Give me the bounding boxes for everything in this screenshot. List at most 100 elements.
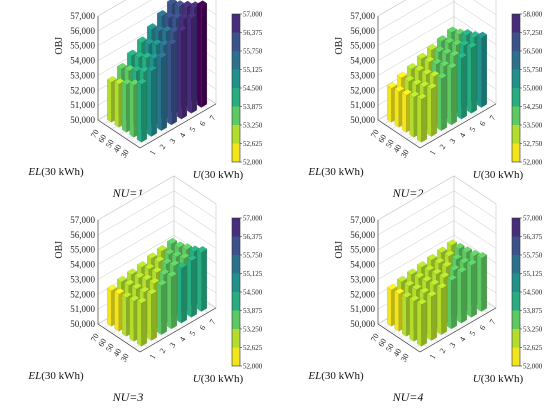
u-tick-label: 4	[178, 131, 188, 139]
z-tick-label: 54,000	[350, 56, 375, 66]
el-tick-label: 70	[369, 332, 381, 343]
z-gridline	[377, 175, 497, 221]
bar-face-top	[134, 271, 145, 279]
u-tick-label: 3	[448, 137, 458, 145]
bar-face-top	[461, 28, 473, 36]
colorbar-tick-label: 55,000	[523, 85, 543, 93]
colorbar-segment	[512, 88, 520, 107]
z-tick-label: 57,000	[70, 11, 95, 21]
bar-face-left	[166, 41, 172, 126]
bar-face-top	[404, 75, 415, 82]
colorbar-tick-label: 53,250	[243, 122, 263, 130]
bar-el30-u3	[436, 282, 448, 336]
bar-face-left	[394, 291, 399, 332]
bar-face-top	[401, 291, 413, 298]
colorbar-tick-label: 53,875	[243, 307, 263, 315]
colorbar-segment	[232, 32, 240, 51]
colorbar-segment	[232, 88, 240, 107]
bar-face-left	[456, 55, 462, 120]
bar-face-top	[426, 253, 438, 261]
colorbar-tick-label: 52,000	[523, 159, 543, 167]
colorbar-tick-label: 52,000	[523, 363, 543, 371]
bar-face-top	[394, 288, 405, 295]
colorbar-tick-label: 52,625	[243, 140, 263, 148]
colorbar-segment	[232, 69, 240, 88]
u-tick-label: 6	[198, 324, 208, 332]
bar-face-left	[436, 75, 442, 132]
el-tick-label: 70	[89, 332, 101, 343]
el-tick-label: 50	[384, 342, 396, 353]
colorbar-segment	[512, 143, 520, 162]
bar-face-right	[421, 95, 428, 143]
bar-face-top	[466, 259, 478, 266]
bar-face-top	[411, 283, 423, 290]
z-axis-title: OBJ	[54, 37, 65, 55]
bar-face-left	[409, 94, 414, 138]
u-axis-line	[419, 103, 497, 149]
bar-el30-u2	[426, 82, 438, 137]
u-tick-label: 2	[158, 143, 168, 151]
colorbar-segment	[512, 273, 520, 292]
z-tick-label: 51,000	[350, 100, 375, 110]
u-axis-title: U(30 kWh)	[193, 373, 244, 385]
bar-el30-u3	[156, 279, 168, 336]
panel-label: NU=2	[392, 186, 424, 200]
bar-face-top	[136, 78, 148, 85]
colorbar-segment	[232, 310, 240, 329]
bar-face-top	[416, 261, 428, 268]
bar-face-right	[151, 67, 158, 137]
chart-panel-4: 50,000 51,000 52,000 53,000 54,000 55,000 56,0…	[307, 175, 543, 404]
el-axis-line	[97, 323, 141, 353]
bar-face-left	[401, 294, 407, 337]
chart-panel-2: 50,000 51,000 52,000 53,000 54,000 55,000 56,0…	[307, 0, 543, 200]
z-tick-label: 56,000	[70, 230, 95, 240]
bar-face-top	[461, 246, 473, 253]
bar-face-left	[136, 81, 142, 143]
u-tick-label: 6	[198, 120, 208, 128]
bar-face-left	[196, 3, 202, 108]
bar-face-top	[146, 65, 158, 72]
bar-face-left	[166, 273, 172, 330]
bar-el30-u5	[456, 266, 468, 324]
u-tick-label: 5	[188, 329, 198, 337]
el-axis-title-symbol: EL	[27, 370, 41, 382]
bar-face-top	[126, 268, 138, 275]
u-axis-title-symbol: U	[193, 169, 202, 181]
bar-face-right	[461, 269, 468, 324]
colorbar-segment	[232, 329, 240, 348]
u-axis-title-unit: (30 kWh)	[201, 373, 244, 385]
colorbar-segment	[512, 347, 520, 366]
u-tick-label: 3	[448, 341, 458, 349]
z-tick-label: 56,000	[70, 26, 95, 36]
bar-face-top	[411, 78, 423, 86]
bar-el30-u1	[136, 78, 148, 143]
colorbar-segment	[512, 255, 520, 274]
bar-face-top	[406, 268, 418, 275]
z-gridline	[97, 0, 216, 17]
bar-el30-u7	[196, 0, 208, 108]
u-axis-title-unit: (30 kWh)	[481, 373, 524, 385]
bar-face-top	[124, 279, 135, 286]
u-tick-label: 1	[148, 149, 158, 157]
colorbar-segment	[232, 51, 240, 70]
bar-face-top	[106, 76, 118, 83]
bar-face-top	[456, 52, 468, 59]
el-axis-line	[377, 119, 421, 149]
colorbar-tick-label: 57,000	[523, 215, 543, 223]
bar-el30-u6	[186, 254, 198, 318]
bar-face-top	[439, 60, 450, 67]
el-axis-title-unit: (30 kWh)	[321, 370, 364, 382]
bar-face-top	[449, 50, 460, 57]
u-tick-label: 2	[438, 347, 448, 355]
u-tick-label: 1	[428, 149, 438, 157]
bar-face-left	[446, 65, 452, 126]
bar-face-top	[116, 62, 128, 70]
bar-face-top	[394, 85, 405, 92]
z-tick-label: 50,000	[70, 319, 95, 329]
bar-face-left	[456, 269, 462, 324]
bar-face-right	[461, 54, 468, 120]
z-gridline	[377, 0, 496, 17]
chart-panel-3: 50,000 51,000 52,000 53,000 54,000 55,000 56,0…	[27, 175, 263, 404]
u-tick-label: 6	[478, 120, 488, 128]
bar-face-top	[396, 71, 408, 79]
